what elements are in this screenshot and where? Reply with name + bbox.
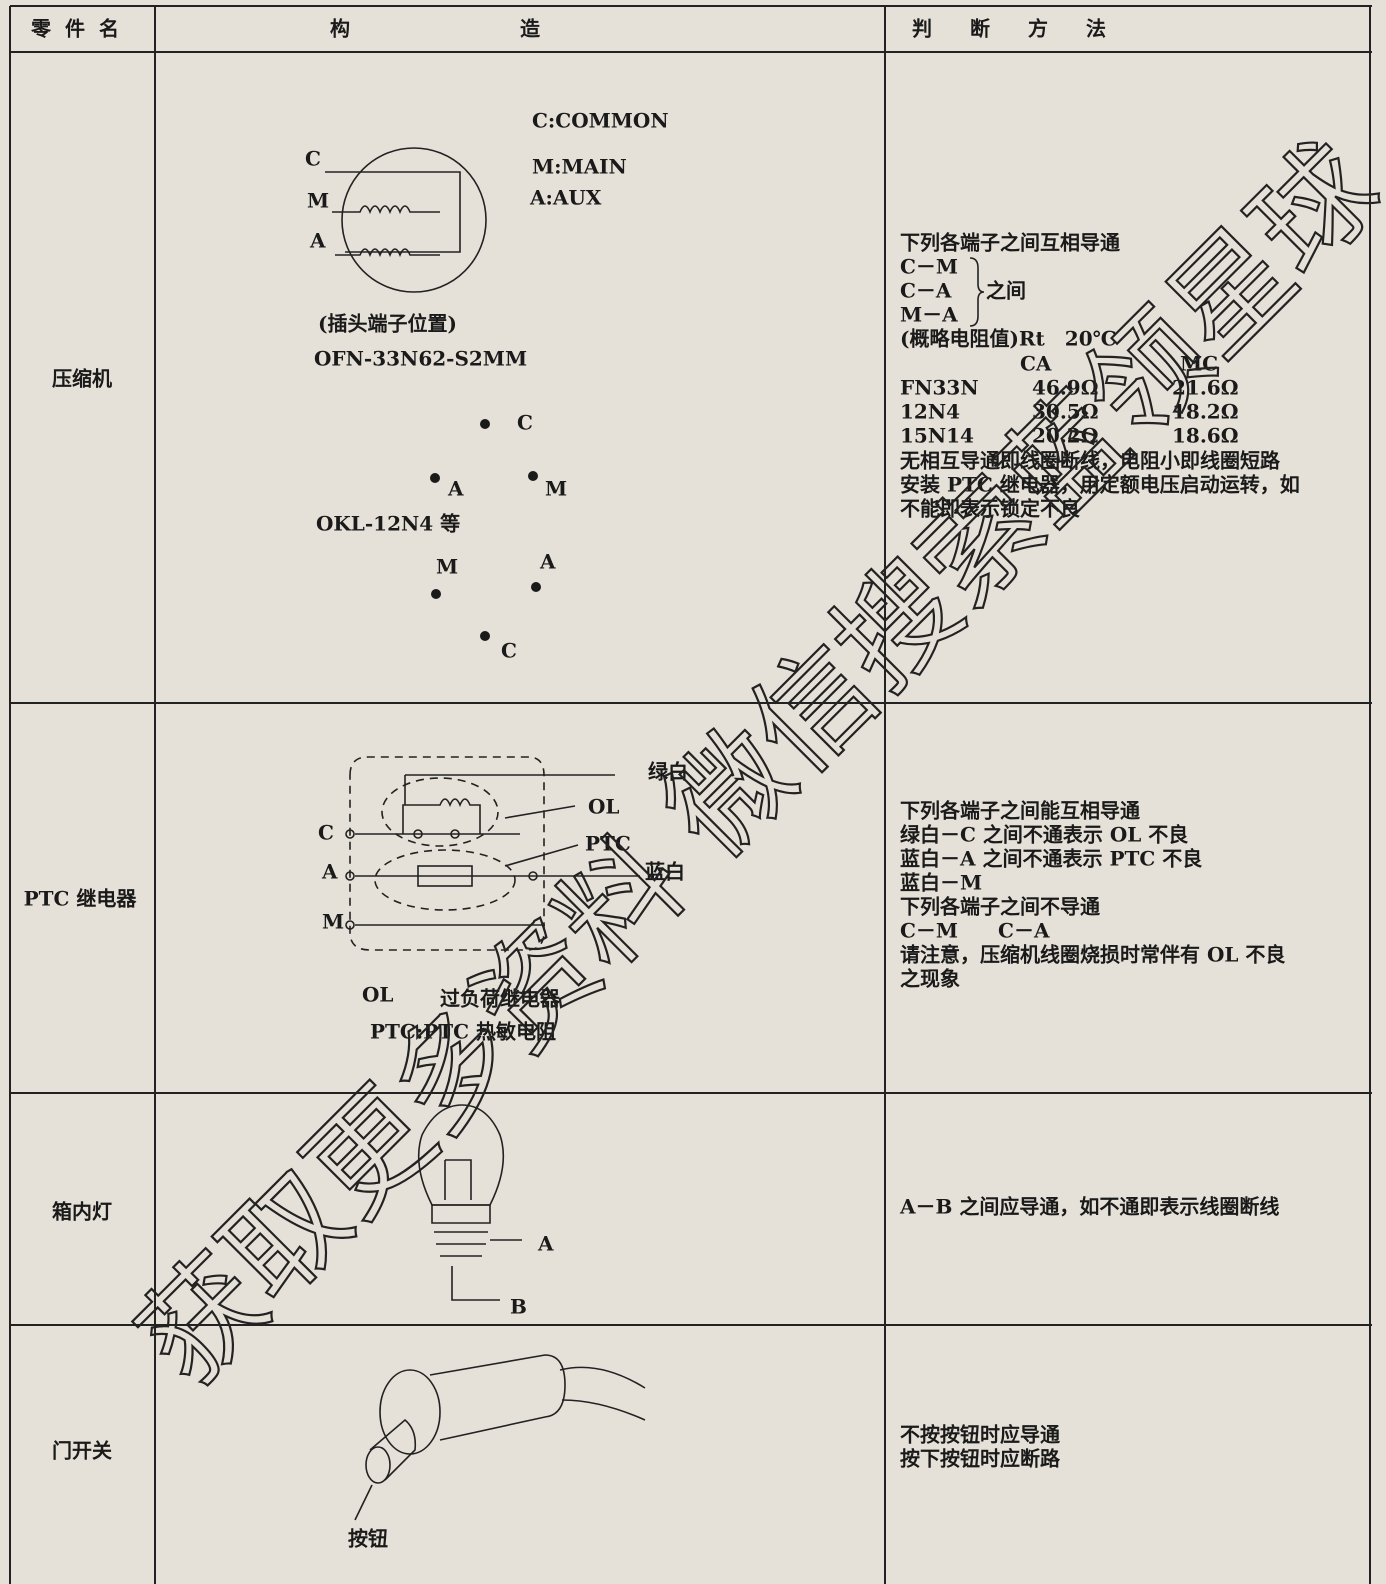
- method-line: 下列各端子之间能互相导通: [900, 799, 1140, 823]
- method-line: 下列各端子之间不导通: [900, 895, 1100, 919]
- wire-label: 绿白: [648, 760, 688, 784]
- pin-label: A: [539, 550, 556, 574]
- brace: [969, 257, 985, 327]
- legend: OL: [362, 983, 393, 1007]
- method-line: 无相互导通即线圈断线，电阻小即线圈短路: [900, 449, 1281, 473]
- header-structure: 构造: [330, 17, 710, 41]
- method-line: 安装 PTC 继电器，用定额电压启动运转，如: [900, 473, 1300, 497]
- ptc-diagram: [345, 756, 640, 951]
- method-line: A－B 之间应导通，如不通即表示线圈断线: [899, 1195, 1279, 1219]
- resistance-cell: 15N14: [900, 424, 974, 448]
- switch-diagram: [354, 1354, 646, 1521]
- terminal-label: B: [510, 1295, 527, 1319]
- resistance-table: FN33N 46.9Ω 21.6Ω 12N4 30.5Ω 18.2Ω 15N14 20.2Ω 1…: [900, 376, 1239, 448]
- part-name: 门开关: [52, 1439, 112, 1463]
- method: A－B 之间应导通，如不通即表示线圈断线: [899, 1195, 1279, 1219]
- table-grid: [9, 5, 1372, 1584]
- terminal-label: M: [322, 910, 344, 934]
- terminal-label: A: [309, 229, 326, 253]
- resistance-cell: FN33N: [900, 376, 979, 400]
- model: OFN-33N62-S2MM: [314, 347, 527, 371]
- terminal-label: A: [321, 860, 338, 884]
- legend: M:MAIN: [532, 155, 627, 179]
- resistance-cell: 46.9Ω: [1032, 376, 1099, 400]
- legend: 过负荷继电器: [440, 987, 561, 1011]
- method-line: 之现象: [900, 967, 960, 991]
- method-line: 蓝白－M: [900, 871, 982, 895]
- part-name: 压缩机: [52, 367, 112, 391]
- method-line: 不按按钮时应导通: [900, 1423, 1060, 1447]
- terminal-label: A: [537, 1232, 554, 1256]
- compressor-diagram: [325, 147, 487, 293]
- resistance-cell: 30.5Ω: [1032, 400, 1099, 424]
- pin-label: A: [447, 477, 464, 501]
- terminal-label: M: [307, 189, 329, 213]
- wire-label: 蓝白: [645, 860, 685, 884]
- method-line: (概略电阻值)Rt 20℃: [900, 327, 1117, 351]
- pair: C－M: [900, 255, 958, 279]
- pin-label: M: [545, 477, 567, 501]
- legend: C:COMMON: [532, 109, 669, 133]
- wire-label: OL: [588, 795, 619, 819]
- method-line: 不能即表示锁定不良: [900, 497, 1080, 521]
- legend: A:AUX: [529, 186, 602, 210]
- pair: C－A: [900, 279, 952, 303]
- resistance-cell: 18.2Ω: [1172, 400, 1239, 424]
- header-method: 判断方法: [912, 17, 1144, 41]
- method-line: C－M C－A: [900, 919, 1050, 943]
- pin-label: C: [501, 639, 517, 663]
- caption: (插头端子位置): [318, 312, 457, 336]
- resistance-cell: 12N4: [900, 400, 960, 424]
- part-name: PTC 继电器: [24, 887, 138, 911]
- model: OKL-12N4 等: [316, 512, 460, 536]
- method-line: 蓝白－A 之间不通表示 PTC 不良: [900, 847, 1202, 871]
- resistance-cell: 18.6Ω: [1172, 424, 1239, 448]
- resistance-cell: 20.2Ω: [1032, 424, 1099, 448]
- part-label: 按钮: [348, 1527, 388, 1551]
- method-line: 绿白－C 之间不通表示 OL 不良: [900, 823, 1188, 847]
- method-line: 请注意，压缩机线圈烧损时常伴有 OL 不良: [900, 943, 1285, 967]
- method-line: 按下按钮时应断路: [900, 1447, 1061, 1471]
- terminal-label: C: [305, 147, 321, 171]
- lamp-diagram: [417, 1104, 522, 1301]
- terminal-label: C: [318, 821, 334, 845]
- resistance-cell: 21.6Ω: [1172, 376, 1239, 400]
- header-part: 零件名: [30, 17, 133, 41]
- table-head: MC: [1180, 352, 1218, 376]
- table-head: CA: [1020, 352, 1052, 376]
- wire-label: PTC: [585, 832, 631, 856]
- part-name: 箱内灯: [52, 1200, 112, 1224]
- pair: M－A: [900, 303, 958, 327]
- method-line: 下列各端子之间互相导通: [900, 231, 1120, 255]
- pin-label: C: [517, 411, 533, 435]
- pin-label: M: [436, 555, 458, 579]
- legend: PTC:PTC 热敏电阻: [370, 1020, 556, 1044]
- pin-dots: [430, 419, 541, 641]
- pair-note: 之间: [986, 279, 1026, 303]
